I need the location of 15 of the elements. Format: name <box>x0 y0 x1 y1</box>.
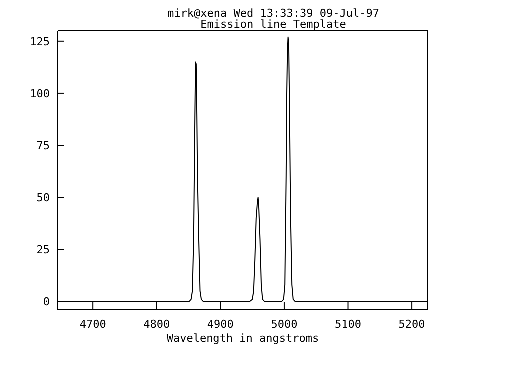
y-tick-label: 100 <box>30 87 50 100</box>
y-tick-label: 0 <box>43 296 50 309</box>
y-tick-label: 25 <box>36 244 50 257</box>
x-tick-label: 5200 <box>398 318 426 331</box>
y-tick-label: 75 <box>36 139 50 152</box>
y-tick-label: 50 <box>36 191 50 204</box>
x-tick-label: 5000 <box>271 318 298 331</box>
x-tick-label: 4900 <box>207 318 234 331</box>
chart-subtitle: Emission line Template <box>200 18 348 31</box>
x-axis-title: Wavelength in angstroms <box>166 332 320 345</box>
x-tick-label: 5100 <box>335 318 362 331</box>
x-tick-label: 4800 <box>144 318 170 331</box>
chart-title: mirk@xena Wed 13:33:39 09-Jul-97 <box>166 7 380 20</box>
x-tick-label: 4700 <box>80 318 106 331</box>
y-tick-label: 125 <box>30 35 50 48</box>
